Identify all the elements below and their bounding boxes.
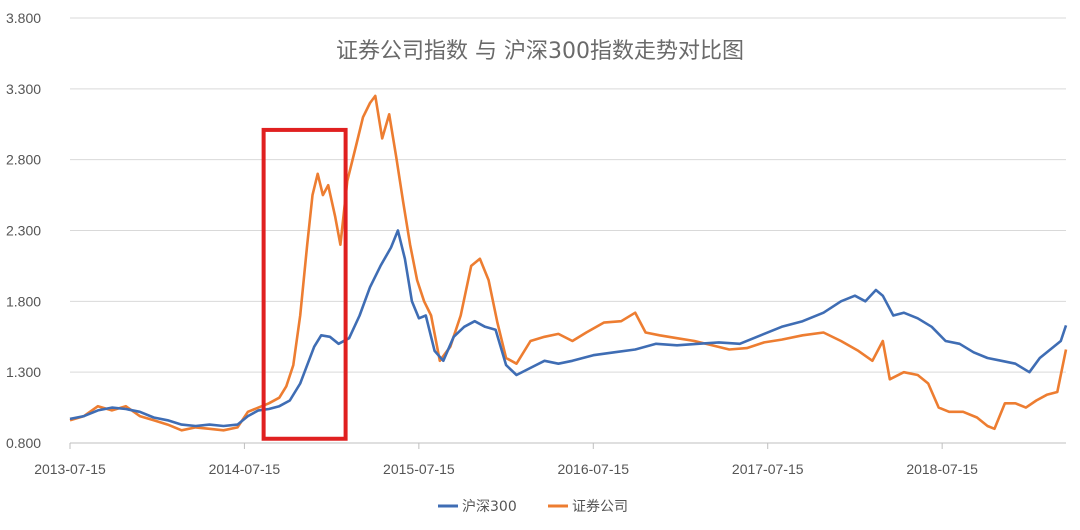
series-line-securities — [69, 94, 1068, 432]
y-tick-label: 1.300 — [6, 364, 41, 380]
legend-label-hs300: 沪深300 — [462, 499, 517, 515]
y-tick-label: 1.800 — [6, 293, 41, 309]
legend: 沪深300 证券公司 — [438, 499, 628, 515]
y-tick-label: 3.800 — [6, 10, 41, 26]
y-tick-label: 3.300 — [6, 81, 41, 97]
x-axis: 2013-07-15 2014-07-15 2015-07-15 2016-07-15… — [34, 442, 1066, 477]
x-tick-label: 2015-07-15 — [383, 461, 455, 477]
highlight-box — [261, 127, 348, 441]
grid-lines — [70, 17, 1066, 373]
x-tick-label: 2017-07-15 — [732, 461, 804, 477]
series-line-hs300 — [69, 229, 1068, 428]
x-tick-label: 2014-07-15 — [209, 461, 281, 477]
y-tick-label: 2.800 — [6, 152, 41, 168]
series-lines — [69, 94, 1068, 432]
legend-label-securities: 证券公司 — [572, 499, 628, 515]
chart-title: 证券公司指数 与 沪深300指数走势对比图 — [336, 39, 744, 64]
x-tick-label: 2018-07-15 — [906, 461, 978, 477]
y-tick-label: 2.300 — [6, 223, 41, 239]
y-axis-ticks: 0.800 1.300 1.800 2.300 2.800 3.300 3.800 — [6, 10, 41, 451]
y-tick-label: 0.800 — [6, 435, 41, 451]
x-tick-label: 2013-07-15 — [34, 461, 106, 477]
x-tick-label: 2016-07-15 — [557, 461, 629, 477]
